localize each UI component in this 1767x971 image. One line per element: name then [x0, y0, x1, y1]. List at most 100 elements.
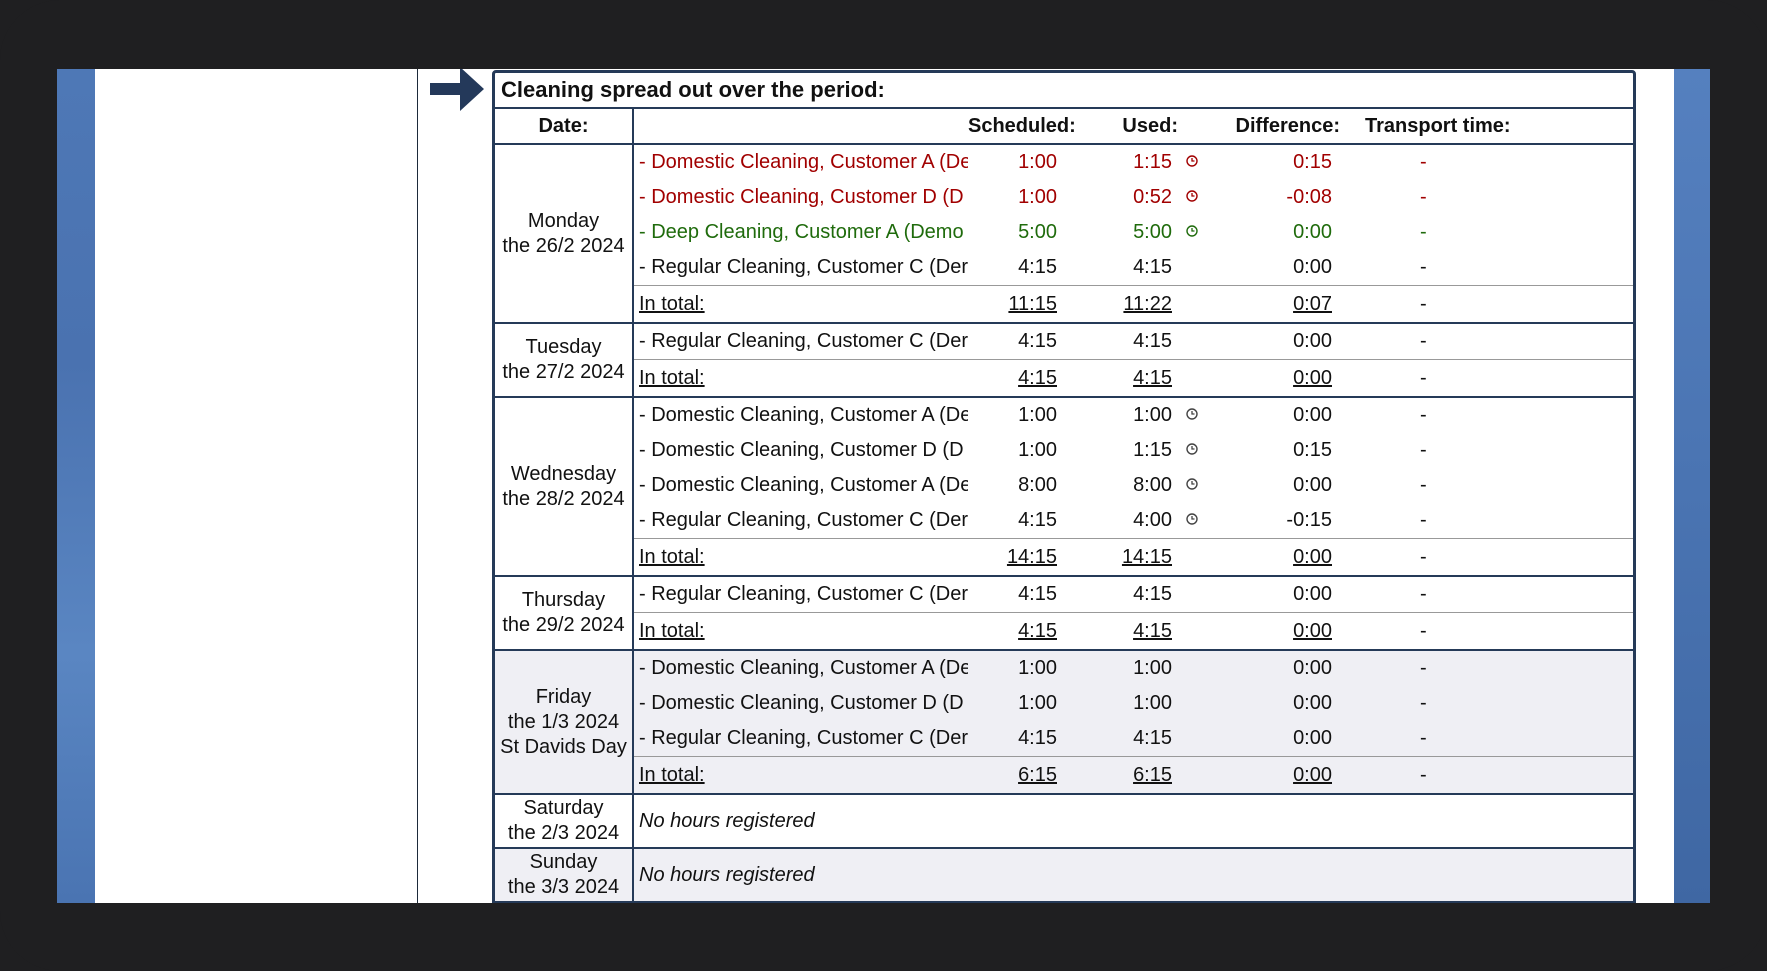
- total-label: In total:: [633, 285, 968, 324]
- task-name[interactable]: - Domestic Cleaning, Customer D (D: [633, 686, 968, 721]
- scheduled-value: 4:15: [1018, 509, 1057, 531]
- transport-value: -: [1420, 404, 1427, 426]
- difference-value: 0:00: [1198, 686, 1340, 721]
- clock-icon[interactable]: [1186, 478, 1198, 490]
- table-row: - Regular Cleaning, Customer C (Der 4:15 4…: [495, 250, 1633, 286]
- task-label: Domestic Cleaning, Customer A (De: [651, 404, 968, 426]
- clock-icon[interactable]: [1186, 190, 1198, 202]
- total-transport: -: [1340, 285, 1633, 324]
- date: the 26/2 2024: [502, 234, 625, 257]
- total-used: 14:15: [1060, 538, 1198, 577]
- used-value: 0:52: [1133, 186, 1172, 208]
- task-name[interactable]: - Regular Cleaning, Customer C (Der: [633, 721, 968, 757]
- date: the 29/2 2024: [502, 614, 625, 636]
- total-difference: 0:00: [1198, 612, 1340, 651]
- date: the 28/2 2024: [502, 487, 625, 510]
- scheduled-value: 4:15: [1018, 256, 1057, 278]
- task-name[interactable]: - Domestic Cleaning, Customer A (De: [633, 144, 968, 180]
- date-cell: Monday the 26/2 2024: [495, 144, 634, 324]
- table-body: Monday the 26/2 2024- Domestic Cleaning, …: [495, 144, 1633, 903]
- total-row: In total: 4:15 4:15 0:00-: [495, 359, 1633, 398]
- difference-value: 0:00: [1198, 721, 1340, 757]
- scheduled-value: 1:00: [1018, 151, 1057, 173]
- transport-value: -: [1420, 186, 1427, 208]
- task-name[interactable]: - Regular Cleaning, Customer C (Der: [633, 250, 968, 286]
- clock-icon[interactable]: [1186, 155, 1198, 167]
- used-value: 4:15: [1133, 727, 1172, 749]
- scheduled-value: 1:00: [1018, 404, 1057, 426]
- task-name[interactable]: - Domestic Cleaning, Customer A (De: [633, 397, 968, 433]
- header-row: Date: Scheduled: Used: Difference: Trans…: [495, 109, 1633, 145]
- task-name[interactable]: - Domestic Cleaning, Customer A (De: [633, 650, 968, 686]
- total-difference: 0:07: [1198, 285, 1340, 324]
- difference-value: 0:00: [1293, 474, 1332, 496]
- total-label: In total:: [633, 756, 968, 795]
- clock-icon[interactable]: [1186, 513, 1198, 525]
- task-label: Domestic Cleaning, Customer D (D: [651, 186, 964, 208]
- scheduled-value: 1:00: [968, 650, 1060, 686]
- date-cell: Friday the 1/3 2024 St Davids Day: [495, 650, 634, 795]
- task-name[interactable]: - Deep Cleaning, Customer A (Demo: [633, 215, 968, 250]
- transport-value: -: [1340, 721, 1633, 757]
- difference-value: 0:00: [1293, 583, 1332, 605]
- task-header: [633, 109, 968, 145]
- desktop-background-left: [57, 69, 95, 903]
- table-row: - Domestic Cleaning, Customer D (D 1:00 1:…: [495, 686, 1633, 721]
- transport-value: -: [1420, 509, 1427, 531]
- used-cell: 4:15: [1060, 250, 1198, 286]
- clock-icon[interactable]: [1186, 443, 1198, 455]
- date: the 2/3 2024: [507, 822, 620, 844]
- table-row: Monday the 26/2 2024- Domestic Cleaning, …: [495, 144, 1633, 324]
- desktop-background-right: [1674, 69, 1710, 903]
- task-name[interactable]: - Domestic Cleaning, Customer D (D: [633, 433, 968, 468]
- cleaning-report: Cleaning spread out over the period: Dat…: [492, 70, 1636, 903]
- transport-value: -: [1340, 686, 1633, 721]
- clock-icon[interactable]: [1186, 408, 1198, 420]
- scheduled-value: 4:15: [968, 721, 1060, 757]
- clock-icon[interactable]: [1186, 225, 1198, 237]
- weekday: Saturday: [523, 797, 604, 819]
- holiday: St Davids Day: [500, 735, 627, 758]
- used-cell: 5:00: [1060, 215, 1198, 250]
- used-cell: 0:52: [1060, 180, 1198, 215]
- used-cell: 8:00: [1060, 468, 1198, 503]
- task-label: Regular Cleaning, Customer C (Der: [651, 330, 968, 352]
- table-row: - Domestic Cleaning, Customer D (D 1:00 1:…: [495, 433, 1633, 468]
- total-row: In total: 4:15 4:15 0:00-: [495, 612, 1633, 651]
- used-value: 1:15: [1133, 151, 1172, 173]
- total-label: In total:: [633, 538, 968, 577]
- task-name[interactable]: - Regular Cleaning, Customer C (Der: [633, 576, 968, 613]
- task-name[interactable]: - Domestic Cleaning, Customer A (De: [633, 468, 968, 503]
- total-used: 4:15: [1060, 359, 1198, 398]
- weekday: Thursday: [521, 589, 606, 611]
- transport-header: Transport time:: [1340, 109, 1633, 145]
- scheduled-value: 1:00: [968, 686, 1060, 721]
- total-transport: -: [1340, 756, 1633, 795]
- task-name[interactable]: - Regular Cleaning, Customer C (Der: [633, 503, 968, 539]
- total-label: In total:: [633, 359, 968, 398]
- table-row: - Domestic Cleaning, Customer D (D 1:00 0:…: [495, 180, 1633, 215]
- scheduled-header: Scheduled:: [968, 109, 1076, 145]
- date-cell: Saturday the 2/3 2024: [495, 794, 634, 849]
- total-transport: -: [1340, 612, 1633, 651]
- task-name[interactable]: - Domestic Cleaning, Customer D (D: [633, 180, 968, 215]
- task-name[interactable]: - Regular Cleaning, Customer C (Der: [633, 323, 968, 360]
- used-value: 1:15: [1133, 439, 1172, 461]
- difference-header: Difference:: [1198, 109, 1340, 145]
- total-scheduled: 6:15: [968, 756, 1060, 795]
- table-row: - Regular Cleaning, Customer C (Der 4:15 4…: [495, 503, 1633, 539]
- weekday: Friday: [535, 685, 592, 708]
- total-difference: 0:00: [1198, 538, 1340, 577]
- date-cell: Tuesday the 27/2 2024: [495, 323, 634, 398]
- used-value: 1:00: [1133, 657, 1172, 679]
- difference-value: -0:08: [1286, 186, 1332, 208]
- scheduled-value: 4:15: [1018, 330, 1057, 352]
- used-cell: 4:15: [1060, 576, 1198, 613]
- total-row: In total: 11:15 11:22 0:07-: [495, 285, 1633, 324]
- arrow-right-icon: [430, 69, 484, 111]
- total-used: 11:22: [1060, 285, 1198, 324]
- total-scheduled: 11:15: [968, 285, 1060, 324]
- total-scheduled: 4:15: [968, 612, 1060, 651]
- transport-value: -: [1340, 650, 1633, 686]
